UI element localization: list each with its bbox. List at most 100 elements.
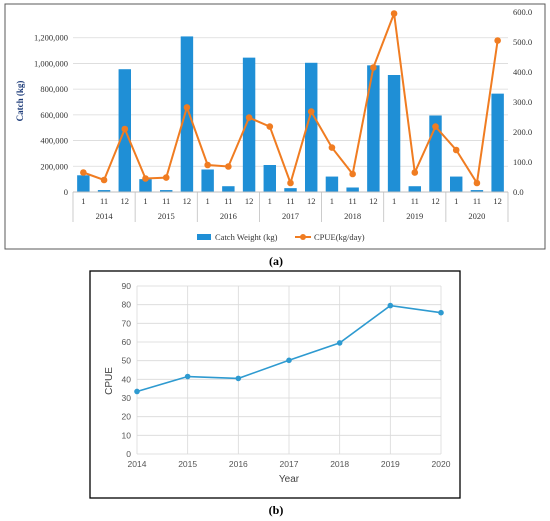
panel-a-legend: Catch Weight (kg) CPUE(kg/day) — [197, 232, 365, 242]
catch-bar — [139, 179, 152, 192]
left-tick-label: 1,200,000 — [34, 33, 68, 43]
cpue-marker — [245, 114, 253, 121]
year-tick-label: 2020 — [468, 211, 485, 221]
y-tick-label: 10 — [122, 430, 132, 440]
month-tick-label: 1 — [392, 196, 396, 206]
legend-label-cpue: CPUE(kg/day) — [314, 232, 365, 242]
cpue-marker — [307, 108, 315, 115]
cpue-year-line — [134, 302, 444, 395]
y-tick-label: 70 — [122, 318, 132, 328]
panel-a-caption: (a) — [269, 254, 283, 268]
left-tick-label: 800,000 — [40, 84, 68, 94]
catch-bar — [325, 176, 339, 192]
panel-b-x-axis-label: Year — [279, 474, 300, 485]
left-tick-label: 0 — [64, 187, 68, 197]
cpue-marker — [142, 175, 149, 182]
year-tick-label: 2014 — [96, 211, 114, 221]
cpue-marker — [432, 123, 439, 130]
y-tick-label: 90 — [122, 281, 132, 291]
month-tick-label: 1 — [268, 196, 272, 206]
panel-b: 0 10 20 30 40 50 60 70 80 90 2014 2015 2016 2017 2018 2… — [89, 270, 461, 517]
panel-b-axes: 0 10 20 30 40 50 60 70 80 90 2014 2015 2016 2017 2018 2… — [122, 281, 451, 469]
cpue-marker — [473, 179, 481, 187]
catch-bar — [305, 62, 318, 193]
cpue-marker — [121, 125, 129, 133]
y-tick-label: 30 — [122, 393, 132, 403]
month-tick-label: 11 — [473, 196, 481, 206]
month-tick-label: 11 — [162, 196, 170, 206]
x-tick-label: 2017 — [280, 459, 299, 469]
catch-bar — [222, 186, 235, 192]
month-tick-label: 1 — [81, 196, 85, 206]
left-tick-label: 1,000,000 — [34, 58, 68, 68]
month-tick-label: 12 — [121, 196, 130, 206]
right-tick-label: 600.0 — [513, 7, 532, 17]
panel-a: 0 200,000 400,000 600,000 800,000 1,000,000 1,… — [4, 3, 546, 268]
right-tick-label: 100.0 — [513, 157, 532, 167]
cpue-marker — [328, 144, 336, 151]
y-tick-label: 40 — [122, 374, 132, 384]
cpue-line-series — [80, 10, 501, 187]
month-tick-label: 12 — [493, 196, 502, 206]
y-tick-label: 50 — [122, 356, 132, 366]
catch-bar — [387, 75, 401, 192]
catch-bar — [201, 169, 214, 192]
catch-bar — [263, 165, 276, 192]
legend-swatch-catch — [197, 234, 211, 240]
year-tick-label: 2017 — [282, 211, 299, 221]
right-tick-label: 0.0 — [513, 187, 524, 197]
catch-bars — [77, 36, 504, 193]
month-tick-label: 1 — [330, 196, 334, 206]
catch-bar — [97, 190, 111, 192]
month-tick-label: 11 — [224, 196, 232, 206]
cpue-marker — [452, 146, 460, 154]
month-tick-label: 11 — [100, 196, 108, 206]
panel-b-y-axis-label: CPUE — [104, 367, 115, 395]
month-tick-label: 12 — [369, 196, 378, 206]
cpue-marker — [204, 161, 211, 169]
x-tick-label: 2019 — [381, 459, 400, 469]
catch-bar — [284, 188, 297, 192]
catch-bar — [470, 190, 484, 192]
catch-bar — [160, 190, 173, 192]
cpue-year-marker — [286, 357, 292, 364]
y-tick-label: 20 — [122, 412, 132, 422]
catch-bar — [408, 186, 421, 192]
panel-b-frame — [89, 270, 461, 499]
right-tick-label: 400.0 — [513, 67, 532, 77]
y-tick-label: 0 — [126, 449, 131, 459]
cpue-marker — [266, 123, 274, 130]
cpue-year-marker — [134, 388, 140, 395]
legend-label-catch: Catch Weight (kg) — [215, 232, 278, 242]
y-tick-label: 60 — [122, 337, 132, 347]
cpue-marker — [183, 104, 191, 111]
month-tick-label: 1 — [206, 196, 210, 206]
month-tick-label: 11 — [286, 196, 294, 206]
panel-a-gridlines — [73, 37, 508, 193]
cpue-marker — [390, 10, 398, 17]
x-tick-label: 2015 — [178, 459, 197, 469]
cpue-marker — [225, 163, 232, 170]
right-tick-label: 500.0 — [513, 37, 532, 47]
catch-bar — [491, 93, 504, 192]
cpue-year-marker — [184, 373, 191, 380]
cpue-marker — [349, 170, 356, 178]
year-tick-label: 2015 — [158, 211, 175, 221]
legend-swatch-cpue-marker — [300, 234, 306, 240]
left-tick-label: 600,000 — [40, 110, 68, 120]
catch-bar — [367, 65, 380, 192]
cpue-year-marker — [336, 340, 343, 346]
month-tick-label: 1 — [143, 196, 147, 206]
panel-a-left-axis-label: Catch (kg) — [15, 81, 25, 122]
month-tick-label: 12 — [431, 196, 440, 206]
cpue-marker — [494, 37, 501, 44]
left-tick-label: 400,000 — [40, 136, 68, 146]
right-tick-label: 300.0 — [513, 97, 532, 107]
year-tick-label: 2016 — [220, 211, 237, 221]
cpue-marker — [287, 179, 294, 187]
cpue-year-marker — [438, 309, 444, 316]
catch-bar — [242, 57, 256, 193]
catch-bar — [450, 176, 463, 192]
panel-a-axes: 0 200,000 400,000 600,000 800,000 1,000,000 1,… — [34, 7, 532, 222]
